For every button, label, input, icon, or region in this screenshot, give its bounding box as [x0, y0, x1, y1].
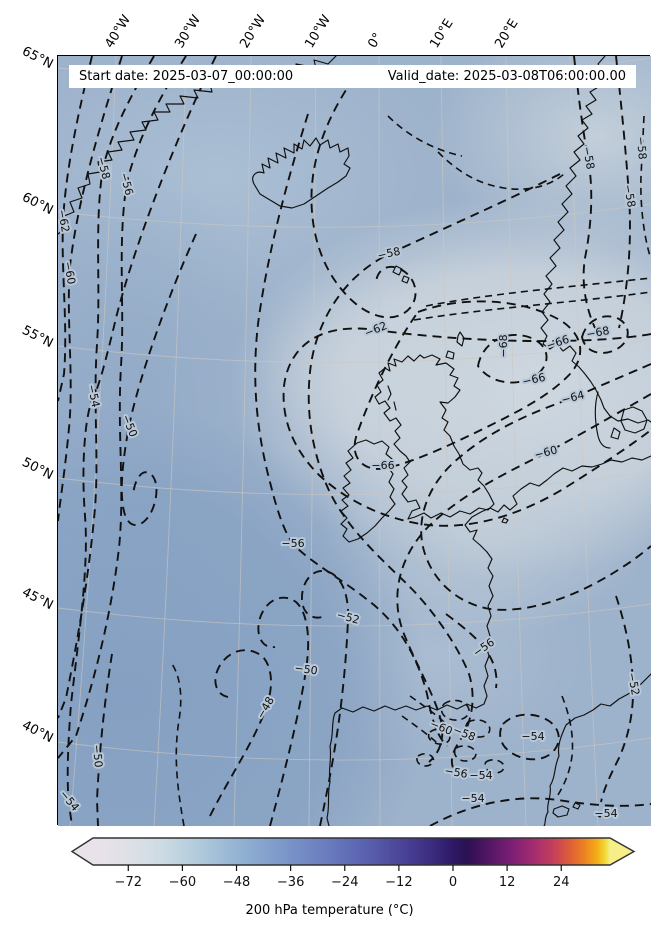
colorbar-caption: 200 hPa temperature (°C)	[245, 903, 414, 918]
contour-label: −58	[621, 183, 638, 208]
lon-label: 0°	[365, 30, 386, 51]
contour-label: −60	[61, 260, 78, 285]
colorbar-tick-label: 24	[553, 875, 570, 890]
valid-date-label: Valid_date: 2025-03-08T06:00:00.00	[387, 69, 626, 84]
iceland-coast	[252, 137, 351, 209]
lat-label: 60°N	[19, 189, 56, 219]
contour-label: −58	[580, 145, 597, 170]
balearic-islands	[552, 802, 603, 818]
contour-label: −68	[497, 334, 510, 357]
lon-label: 20°E	[492, 16, 522, 51]
mediterranean-coast	[543, 673, 651, 826]
contour-label: −58	[634, 136, 649, 160]
danish-islands	[610, 406, 648, 440]
temperature-contours	[58, 56, 651, 826]
colorbar: −72 −60 −48 −36 −24 −12 0 12 24	[70, 837, 636, 890]
colorbar-bar	[70, 837, 636, 866]
weather-map: −58−56−62−60−54−50−58−62−68 −66−68−58−58−…	[58, 56, 651, 826]
pyrenees-contour-bundle	[401, 695, 505, 774]
colorbar-tick-label: −24	[331, 875, 358, 890]
jutland-coast	[594, 391, 611, 449]
colorbar-ticks: −72 −60 −48 −36 −24 −12 0 12 24	[115, 865, 570, 890]
title-bar: Start date: 2025-03-07_00:00:00 Valid_da…	[69, 65, 636, 88]
contour-label: −54	[469, 769, 492, 782]
contour-label: −66	[371, 459, 394, 472]
lat-label: 50°N	[19, 454, 56, 484]
contour-label: −56	[444, 764, 469, 781]
colorbar-tick-label: 12	[499, 875, 516, 890]
faroe-islands	[392, 265, 410, 284]
hebrides	[387, 385, 397, 411]
colorbar-tick-label: −12	[385, 875, 412, 890]
channel-islands	[501, 517, 509, 524]
contour-label: −50	[294, 661, 319, 677]
lon-label: 20°W	[237, 12, 270, 52]
contour-label: −54	[594, 807, 617, 820]
contour-label: −54	[461, 792, 484, 805]
lat-label: 65°N	[19, 43, 56, 73]
map-panel: −58 −56 −62 −60 −54 −50 −58 −62 −68 −66 −68 −58 −58−…	[57, 55, 651, 826]
coastlines	[58, 56, 651, 826]
lat-label: 45°N	[19, 584, 56, 614]
colorbar-tick-label: −72	[115, 875, 142, 890]
lon-label: 10°W	[302, 12, 335, 52]
colorbar-tick-label: 0	[449, 875, 457, 890]
contour-label: −56	[281, 537, 304, 550]
ireland-coast	[340, 439, 396, 543]
norway-sweden-coast	[540, 56, 651, 424]
lon-label: 10°E	[427, 16, 457, 51]
great-britain-coast	[374, 354, 495, 520]
colorbar-tick-label: −36	[277, 875, 304, 890]
shetland-orkney	[445, 331, 465, 360]
colorbar-tick-label: −60	[169, 875, 196, 890]
lon-label: 30°W	[172, 12, 205, 52]
contour-label: −50	[90, 744, 105, 768]
lat-label: 40°N	[19, 717, 56, 747]
lon-label: 40°W	[102, 12, 135, 52]
contour-label: −68	[585, 324, 610, 341]
contour-label: −52	[625, 671, 642, 696]
colorbar-tick-label: −48	[223, 875, 250, 890]
start-date-label: Start date: 2025-03-07_00:00:00	[79, 69, 294, 84]
lat-label: 55°N	[19, 322, 56, 352]
contour-label: −54	[521, 730, 544, 743]
continental-coast	[326, 455, 651, 826]
